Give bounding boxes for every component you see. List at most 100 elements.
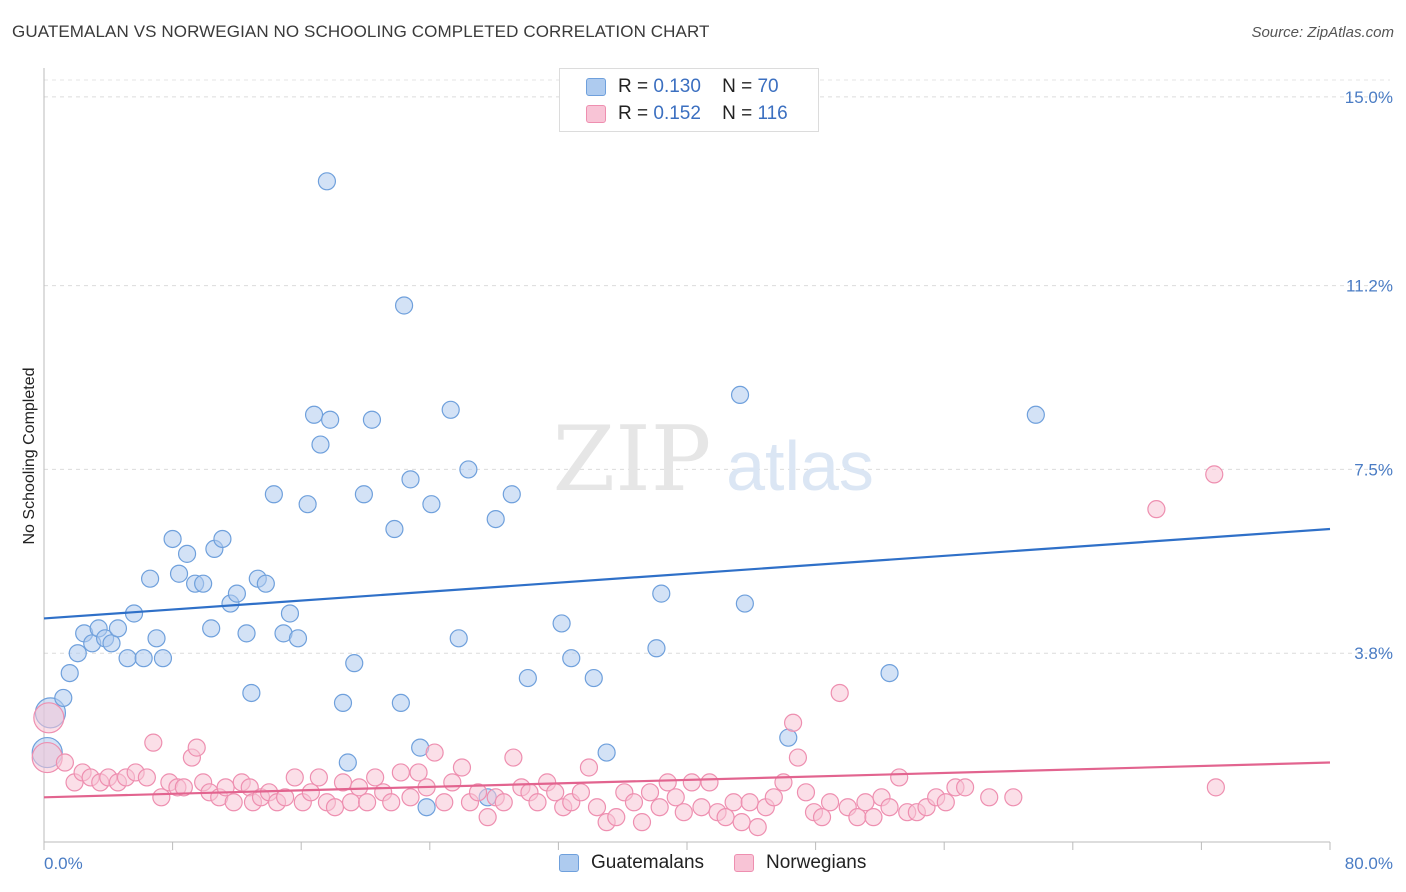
point-norwegians: [358, 793, 377, 812]
point-norwegians: [936, 793, 955, 812]
point-norwegians: [856, 793, 875, 812]
point-guatemalans: [647, 639, 666, 658]
point-guatemalans: [288, 629, 308, 648]
watermark-zip: ZIP: [553, 407, 712, 512]
y-tick-label: 3.8%: [1354, 644, 1393, 663]
chart-source: Source: ZipAtlas.com: [1251, 24, 1394, 41]
point-norwegians: [546, 783, 565, 802]
point-norwegians: [504, 748, 523, 767]
point-guatemalans: [459, 460, 478, 479]
point-guatemalans: [317, 172, 337, 191]
legend-r-label: R =: [618, 103, 649, 124]
series-legend-norwegians: Norwegians: [734, 852, 866, 874]
point-guatemalans: [652, 584, 671, 603]
point-guatemalans: [385, 519, 404, 539]
legend: R = 0.130 N = 70 R = 0.152 N = 116: [559, 68, 819, 132]
point-guatemalans: [391, 693, 410, 713]
point-norwegians: [401, 788, 420, 807]
point-guatemalans: [321, 410, 340, 429]
point-guatemalans: [422, 495, 441, 514]
series-name-norwegians: Norwegians: [766, 852, 867, 873]
trend-line-guatemalans: [43, 527, 1331, 620]
legend-row-norwegians: R = 0.152 N = 116: [586, 102, 788, 126]
y-tick-label: 11.2%: [1346, 277, 1393, 296]
point-norwegians: [366, 768, 385, 787]
point-norwegians: [716, 808, 735, 827]
point-norwegians: [409, 763, 428, 782]
point-norwegians: [452, 758, 472, 777]
point-norwegians: [579, 758, 599, 777]
point-norwegians: [55, 753, 74, 772]
point-norwegians: [820, 793, 840, 812]
point-norwegians: [341, 793, 361, 812]
point-guatemalans: [177, 544, 197, 563]
legend-row-guatemalans: R = 0.130 N = 70: [586, 75, 779, 99]
y-tick-label: 15.0%: [1345, 88, 1393, 107]
point-norwegians: [812, 808, 832, 827]
chart-title: GUATEMALAN VS NORWEGIAN NO SCHOOLING COM…: [12, 22, 710, 41]
point-norwegians: [382, 793, 401, 812]
point-guatemalans: [486, 509, 505, 529]
point-guatemalans: [68, 644, 87, 663]
point-norwegians: [309, 768, 328, 787]
point-norwegians: [325, 798, 345, 817]
point-norwegians: [187, 738, 206, 757]
point-norwegians: [276, 788, 295, 807]
point-norwegians: [864, 808, 883, 827]
point-norwegians: [624, 793, 644, 812]
point-guatemalans: [333, 693, 353, 713]
point-guatemalans: [417, 798, 436, 817]
point-guatemalans: [441, 400, 460, 419]
point-guatemalans: [202, 619, 221, 638]
point-norwegians: [587, 798, 607, 817]
point-guatemalans: [153, 649, 173, 668]
point-norwegians: [571, 783, 591, 802]
point-norwegians: [980, 788, 999, 807]
point-norwegians: [700, 773, 719, 792]
point-guatemalans: [140, 569, 160, 588]
point-guatemalans: [237, 624, 256, 643]
point-guatemalans: [518, 668, 537, 688]
point-norwegians: [682, 773, 701, 792]
point-norwegians: [748, 817, 767, 837]
point-norwegians: [1205, 465, 1224, 484]
point-norwegians: [796, 783, 816, 802]
point-norwegians: [607, 808, 626, 827]
point-norwegians: [880, 798, 899, 817]
data-points: [31, 172, 1225, 837]
point-norwegians: [632, 813, 652, 832]
point-guatemalans: [60, 663, 79, 683]
legend-r-value: 0.152: [653, 103, 701, 124]
y-tick-label: 7.5%: [1354, 460, 1393, 479]
point-guatemalans: [213, 529, 232, 549]
point-guatemalans: [256, 574, 275, 593]
point-guatemalans: [449, 629, 468, 648]
watermark: ZIP atlas: [553, 407, 874, 512]
series-name-guatemalans: Guatemalans: [591, 852, 705, 873]
point-guatemalans: [242, 683, 261, 703]
point-guatemalans: [730, 385, 750, 405]
point-guatemalans: [880, 663, 899, 683]
point-norwegians: [301, 783, 320, 802]
legend-n-label: N =: [722, 103, 753, 124]
point-norwegians: [658, 773, 677, 792]
point-norwegians: [174, 778, 193, 797]
point-guatemalans: [147, 629, 166, 648]
point-norwegians: [425, 743, 444, 762]
x-tick-label-max: 80.0%: [1345, 854, 1393, 873]
point-norwegians: [724, 793, 743, 812]
series-legend-guatemalans: Guatemalans: [559, 852, 704, 874]
point-guatemalans: [118, 649, 137, 668]
point-norwegians: [740, 793, 759, 812]
point-guatemalans: [597, 743, 616, 762]
point-guatemalans: [163, 529, 182, 549]
watermark-atlas: atlas: [726, 427, 874, 505]
point-norwegians: [443, 773, 462, 792]
point-norwegians: [666, 788, 685, 807]
point-norwegians: [137, 768, 156, 787]
legend-swatch-guatemalans: [586, 78, 606, 96]
point-guatemalans: [345, 654, 364, 673]
point-guatemalans: [338, 753, 357, 772]
point-guatemalans: [298, 495, 317, 514]
